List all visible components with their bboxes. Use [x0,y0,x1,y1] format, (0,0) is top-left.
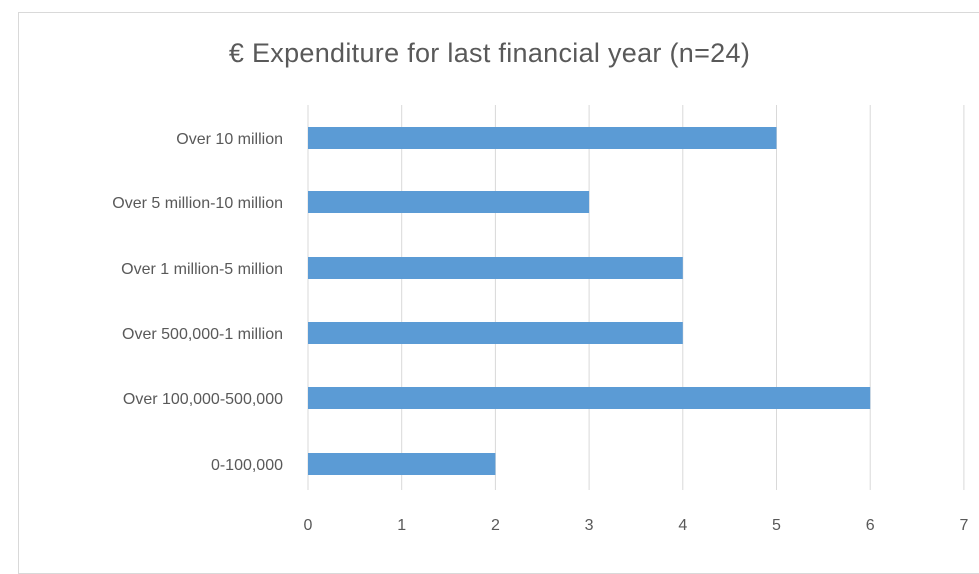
tick-label: 2 [491,517,500,534]
tick-label: 3 [585,517,594,534]
tick-label: 4 [678,517,687,534]
tick-label: 6 [866,517,875,534]
bars [308,127,871,475]
tick-label: 0 [304,517,313,534]
category-label: 0-100,000 [211,457,283,474]
tick-label: 5 [772,517,781,534]
bar-3 [308,257,683,279]
tick-label: 1 [397,517,406,534]
category-label: Over 500,000-1 million [122,326,283,343]
category-label: Over 5 million-10 million [112,195,283,212]
chart-title: € Expenditure for last financial year (n… [228,38,751,68]
category-labels: 0-100,000 Over 100,000-500,000 Over 500,00… [112,131,283,474]
category-label: Over 100,000-500,000 [123,391,283,408]
gridlines [307,105,965,490]
bar-0 [308,453,496,475]
bar-2 [308,322,683,344]
tick-label: 7 [959,517,968,534]
bar-1 [308,387,871,409]
chart-area [18,12,979,574]
category-label: Over 10 million [176,131,283,148]
tick-labels: 0 1 2 3 4 5 6 7 [304,517,969,534]
bar-4 [308,191,590,213]
bar-chart: 0-100,000 Over 100,000-500,000 Over 500,00… [112,105,969,534]
bar-5 [308,127,777,149]
category-label: Over 1 million-5 million [121,261,283,278]
